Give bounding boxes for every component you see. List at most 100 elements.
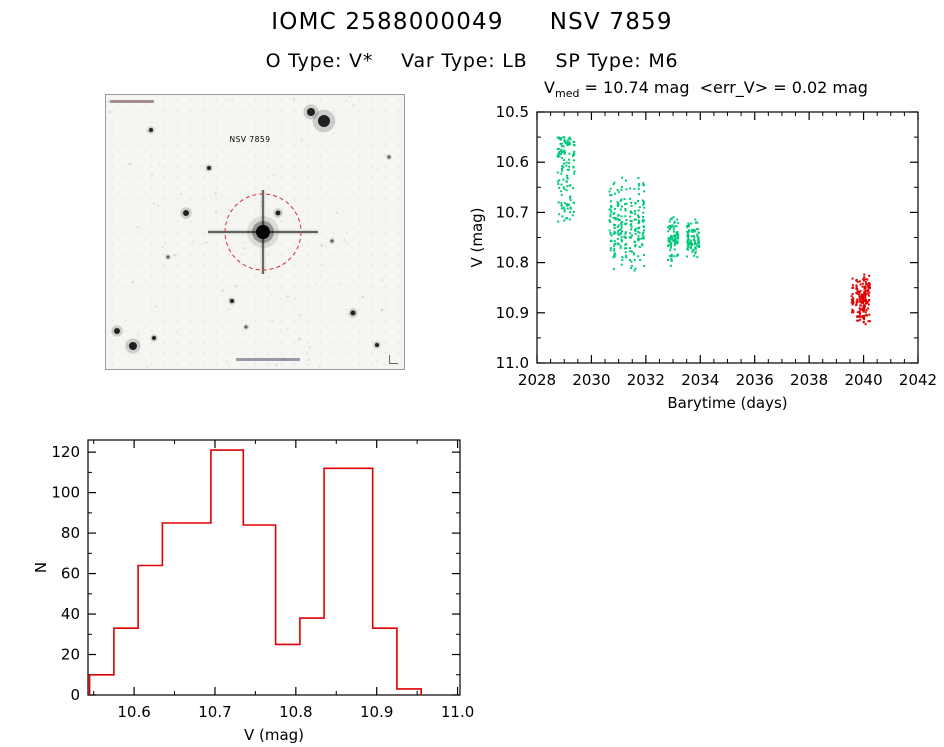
data-point	[556, 136, 559, 139]
data-point	[694, 221, 697, 224]
data-point	[617, 204, 620, 207]
data-point	[631, 264, 633, 267]
field-star	[350, 310, 356, 316]
data-point	[669, 218, 672, 221]
finder-chart-svg: NSV 7859	[107, 95, 399, 369]
x-tick-label: 11.0	[441, 703, 474, 721]
data-point	[629, 250, 632, 252]
background-noise-dot	[173, 253, 176, 257]
data-point	[863, 299, 866, 302]
data-point	[855, 284, 858, 287]
y-axis-label: V (mag)	[468, 207, 486, 267]
data-point	[860, 315, 863, 318]
data-point	[572, 187, 574, 190]
data-point	[638, 206, 641, 209]
data-point	[670, 246, 672, 249]
data-point	[560, 151, 563, 154]
data-point	[609, 232, 612, 234]
data-point	[558, 179, 561, 182]
data-point	[617, 217, 619, 220]
page-subtitle: O Type: V* Var Type: LB SP Type: M6	[0, 50, 944, 72]
data-point	[629, 187, 632, 190]
data-point	[567, 168, 570, 171]
background-noise-dot	[376, 168, 379, 171]
data-point	[564, 202, 566, 205]
data-point	[668, 243, 671, 246]
data-point	[864, 296, 867, 299]
lightcurve-plot: 2028 2030 2032 2034 2036 2038 2040 2042 10.5 10.6…	[468, 103, 937, 412]
background-noise-dot	[205, 241, 208, 244]
data-point	[558, 187, 561, 189]
data-point	[619, 233, 622, 236]
background-noise-dot	[158, 162, 161, 165]
background-noise-dot	[234, 284, 238, 288]
data-point	[868, 313, 871, 316]
data-point	[634, 218, 637, 221]
data-point	[556, 154, 559, 157]
data-point	[861, 307, 864, 310]
data-point	[614, 217, 617, 219]
data-point	[573, 159, 576, 162]
data-point	[628, 259, 631, 261]
data-point	[568, 161, 571, 164]
data-point	[557, 220, 560, 223]
data-point	[864, 281, 867, 284]
data-point	[613, 253, 616, 256]
data-point	[673, 230, 675, 233]
data-point	[858, 314, 861, 317]
data-point	[859, 318, 862, 321]
data-point	[572, 155, 574, 157]
data-point	[637, 184, 640, 187]
data-point	[561, 215, 564, 218]
data-point	[850, 295, 853, 298]
data-point	[557, 183, 560, 186]
data-point	[669, 249, 672, 252]
data-point	[621, 176, 624, 179]
data-point	[858, 310, 861, 313]
data-point	[630, 234, 633, 237]
field-star	[166, 255, 170, 259]
data-point	[693, 230, 696, 233]
background-noise-dot	[156, 204, 160, 208]
data-point	[858, 316, 861, 318]
data-point	[642, 183, 645, 186]
data-point	[613, 268, 615, 271]
data-point	[562, 166, 565, 169]
data-point	[669, 255, 672, 257]
data-point	[629, 236, 632, 239]
data-point	[686, 241, 689, 244]
data-point	[630, 201, 633, 204]
data-point	[562, 178, 565, 181]
data-point	[856, 289, 859, 292]
background-noise-dot	[260, 204, 263, 208]
data-point	[863, 273, 866, 276]
data-point	[556, 148, 559, 151]
background-noise-dot	[153, 202, 155, 205]
data-point	[565, 189, 568, 192]
background-noise-dot	[179, 192, 183, 196]
data-point	[620, 186, 623, 189]
data-point	[620, 235, 623, 238]
data-point	[629, 232, 632, 235]
data-point	[572, 210, 575, 213]
field-star	[375, 343, 379, 347]
background-noise-dot	[107, 100, 111, 104]
data-point	[859, 308, 862, 311]
data-point	[858, 291, 860, 294]
data-point	[869, 286, 871, 289]
data-point	[624, 207, 627, 210]
data-point	[674, 242, 676, 245]
data-point	[566, 204, 569, 207]
data-point	[634, 212, 637, 215]
field-star	[275, 210, 281, 216]
data-point	[855, 279, 858, 282]
data-point	[629, 215, 632, 218]
data-point	[856, 280, 859, 283]
data-point	[621, 258, 624, 261]
data-point	[690, 229, 693, 232]
data-point	[638, 231, 641, 234]
data-point	[689, 239, 692, 242]
data-point	[689, 241, 692, 244]
data-point	[867, 286, 870, 289]
